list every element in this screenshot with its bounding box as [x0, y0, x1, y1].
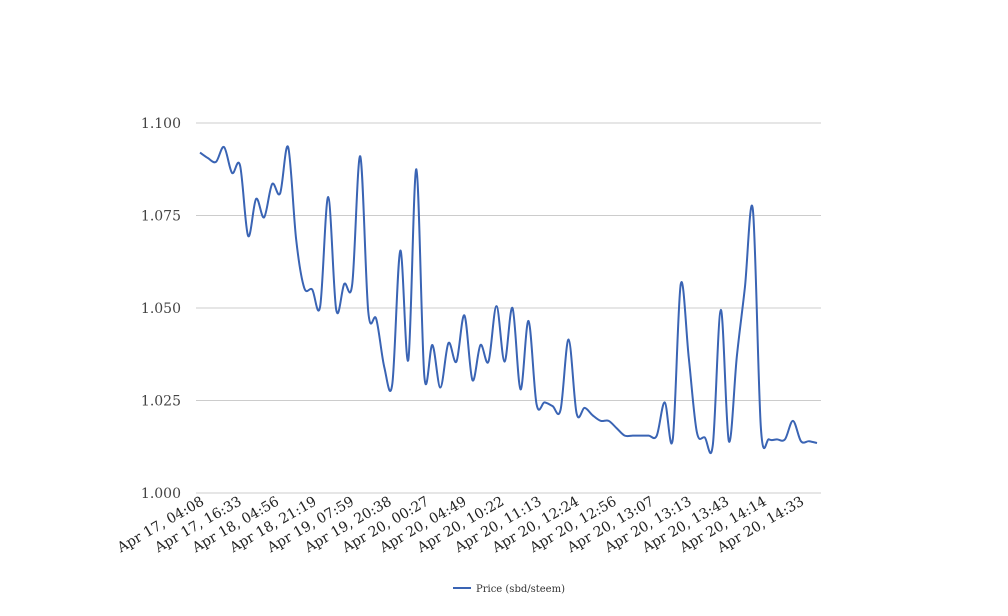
y-axis-ticks: 1.000 1.025 1.050 1.075 1.100 — [141, 116, 181, 502]
y-tick-label: 1.025 — [141, 394, 181, 410]
gridlines — [196, 122, 821, 494]
y-tick-label: 1.050 — [141, 301, 181, 317]
plot-area — [199, 145, 818, 455]
y-tick-label: 1.000 — [141, 486, 181, 502]
series-line-price — [199, 145, 818, 455]
y-tick-label: 1.100 — [141, 116, 181, 132]
y-tick-label: 1.075 — [141, 209, 181, 225]
legend: Price (sbd/steem) — [453, 584, 565, 595]
legend-label: Price (sbd/steem) — [476, 584, 565, 595]
